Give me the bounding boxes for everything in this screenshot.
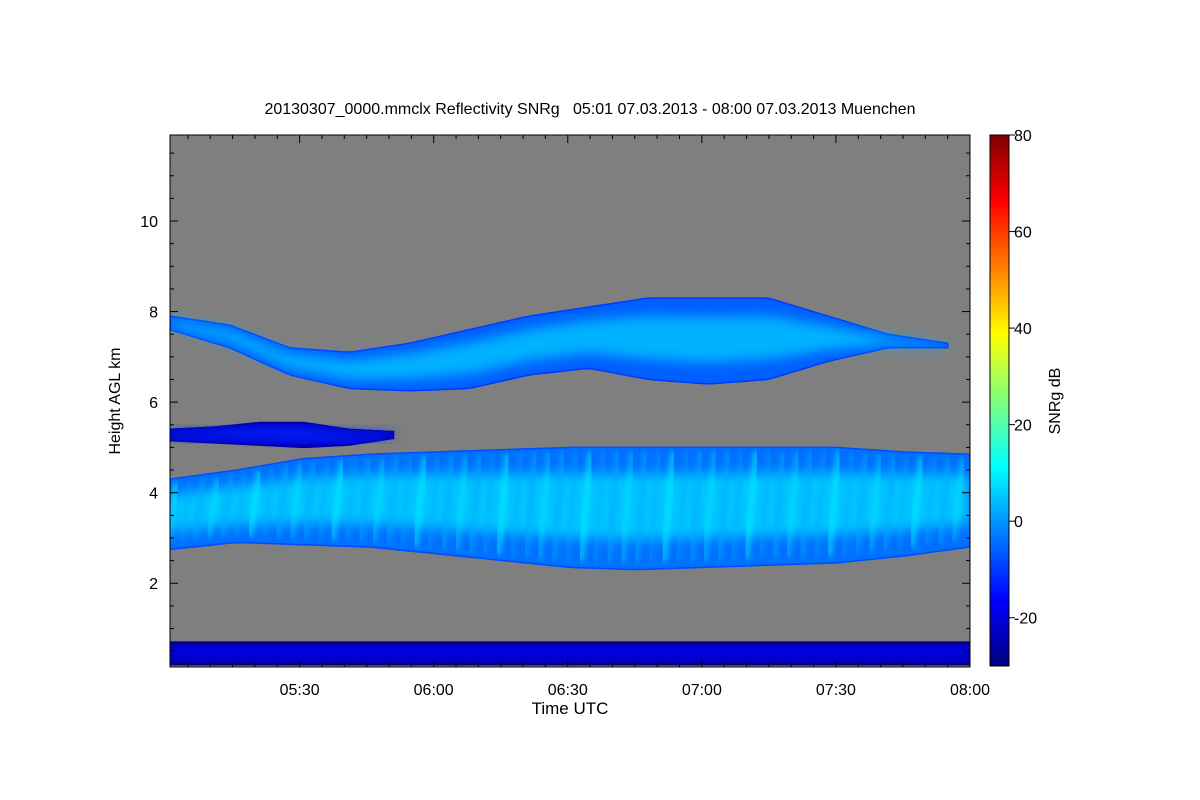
plot-frame bbox=[169, 134, 971, 668]
colorbar bbox=[989, 134, 1010, 667]
fall-streak bbox=[412, 456, 428, 547]
x-tick-label: 08:00 bbox=[950, 682, 990, 699]
fall-streak bbox=[261, 468, 275, 538]
fall-streak bbox=[537, 452, 551, 559]
fall-streak bbox=[219, 474, 235, 537]
fall-streak bbox=[675, 451, 689, 562]
fall-streak bbox=[786, 451, 800, 558]
echo-layer bbox=[170, 641, 970, 666]
fall-streak bbox=[826, 451, 842, 557]
fall-streak bbox=[427, 456, 441, 548]
y-tick-label: 6 bbox=[149, 395, 158, 412]
echo-layer-core bbox=[170, 316, 948, 380]
fall-streak bbox=[495, 453, 511, 555]
fall-streak bbox=[247, 470, 263, 537]
fall-streak bbox=[730, 451, 744, 560]
colorbar-tick-label: 40 bbox=[1014, 321, 1032, 338]
x-tick-label: 05:30 bbox=[280, 682, 320, 699]
fall-streak bbox=[633, 451, 649, 563]
fall-streak bbox=[936, 457, 952, 544]
fall-streak bbox=[688, 451, 704, 561]
fall-streak bbox=[344, 459, 358, 540]
fall-streak bbox=[317, 461, 331, 540]
fall-streak bbox=[578, 451, 594, 562]
fall-streak bbox=[289, 463, 303, 539]
x-tick-label: 07:30 bbox=[816, 682, 856, 699]
fall-streak bbox=[329, 460, 345, 540]
fall-streak bbox=[951, 458, 965, 542]
fall-streak bbox=[482, 454, 496, 554]
fall-streak bbox=[234, 472, 248, 537]
echo-layer-core bbox=[170, 647, 970, 660]
fall-streak bbox=[605, 451, 621, 563]
fall-streak bbox=[523, 452, 539, 558]
y-tick-label: 10 bbox=[140, 214, 158, 231]
echo-layers bbox=[170, 297, 970, 666]
fall-streak bbox=[385, 457, 401, 544]
fall-streak bbox=[440, 455, 456, 549]
x-tick-label: 06:00 bbox=[414, 682, 454, 699]
fall-streak bbox=[854, 453, 870, 554]
y-axis: 2 4 6 8 10 bbox=[140, 152, 970, 652]
echo-layer bbox=[170, 297, 949, 392]
colorbar-tick-label: -20 bbox=[1014, 611, 1037, 628]
fall-streak bbox=[565, 451, 579, 561]
fall-streak bbox=[881, 455, 897, 551]
x-axis-label: Time UTC bbox=[532, 699, 609, 718]
x-tick-label: 06:30 bbox=[548, 682, 588, 699]
fall-streak bbox=[868, 454, 882, 552]
echo-layer-core bbox=[170, 472, 970, 539]
plot-background bbox=[170, 135, 970, 667]
fall-streak bbox=[467, 454, 483, 552]
fall-streak bbox=[841, 452, 855, 555]
fall-streak bbox=[896, 456, 910, 549]
y-tick-label: 2 bbox=[149, 576, 158, 593]
colorbar-tick-label: 80 bbox=[1014, 128, 1032, 145]
fall-streak bbox=[206, 476, 220, 538]
fall-streak bbox=[660, 451, 676, 562]
fall-streak bbox=[357, 458, 373, 541]
x-tick-label: 07:00 bbox=[682, 682, 722, 699]
x-axis: 05:30 06:00 06:30 07:00 07:30 08:00 bbox=[187, 135, 990, 699]
fall-streak bbox=[550, 451, 566, 561]
fall-streak bbox=[399, 457, 413, 545]
y-tick-label: 4 bbox=[149, 486, 158, 503]
y-axis-label: Height AGL km bbox=[107, 347, 124, 454]
fall-streak bbox=[302, 462, 318, 539]
fall-streak bbox=[813, 451, 827, 557]
fall-streak bbox=[909, 456, 925, 548]
fall-streak bbox=[648, 451, 662, 563]
fall-streak bbox=[455, 455, 469, 551]
fall-streak bbox=[924, 457, 938, 546]
colorbar-tick-label: 0 bbox=[1014, 514, 1023, 531]
echo-layer bbox=[170, 421, 395, 449]
fall-streak bbox=[758, 451, 772, 559]
chart-title: 20130307_0000.mmclx Reflectivity SNRg 05… bbox=[264, 101, 915, 118]
fall-streak bbox=[771, 451, 787, 559]
fall-streak bbox=[372, 458, 386, 542]
echo-layer bbox=[170, 446, 970, 571]
colorbar-tick-label: 20 bbox=[1014, 418, 1032, 435]
fall-streak bbox=[274, 465, 290, 538]
echo-layer-core bbox=[170, 427, 394, 442]
colorbar-label: SNRg dB bbox=[1047, 368, 1064, 435]
fall-streak bbox=[510, 453, 524, 556]
colorbar-tick-label: 60 bbox=[1014, 225, 1032, 242]
colorbar-axis: -20 0 20 40 60 80 bbox=[1009, 128, 1037, 628]
fall-streak bbox=[743, 451, 759, 560]
fall-streak bbox=[798, 451, 814, 558]
fall-streak bbox=[192, 478, 207, 540]
fall-streak bbox=[592, 451, 606, 562]
fall-streak bbox=[179, 480, 193, 541]
fall-streak bbox=[716, 451, 732, 560]
y-tick-label: 8 bbox=[149, 305, 158, 322]
fall-streak bbox=[620, 451, 634, 563]
fall-streak bbox=[703, 451, 717, 561]
